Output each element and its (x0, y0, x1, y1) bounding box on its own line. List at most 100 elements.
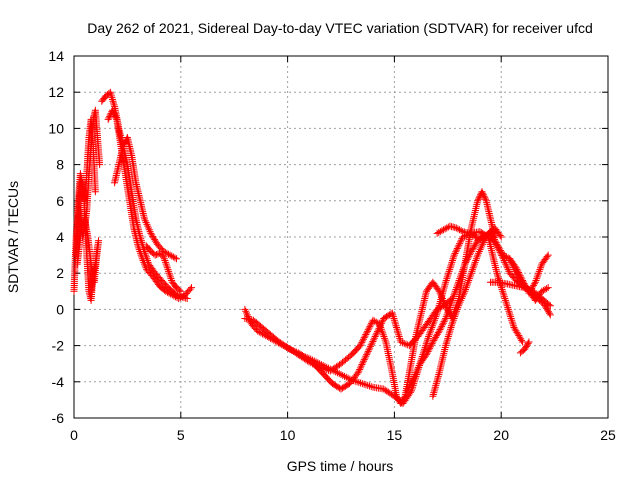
data-point (496, 231, 504, 239)
data-point (186, 285, 194, 293)
data-point (337, 385, 345, 393)
data-point (521, 345, 529, 353)
data-point (511, 266, 519, 274)
data-point (444, 307, 452, 315)
data-point (359, 337, 367, 345)
data-point (457, 227, 465, 235)
data-point (381, 336, 389, 344)
data-point (384, 312, 392, 320)
data-point (447, 300, 455, 308)
data-point (451, 287, 459, 295)
data-point (360, 357, 368, 365)
data-point (459, 266, 467, 274)
data-point (448, 322, 456, 330)
data-point (344, 374, 352, 382)
data-point (508, 316, 516, 324)
data-point (339, 371, 347, 379)
data-point (454, 302, 462, 310)
data-point (449, 318, 457, 326)
data-point (476, 236, 484, 244)
data-point (328, 366, 336, 374)
data-point (391, 320, 399, 328)
data-point (493, 271, 501, 279)
data-point (395, 333, 403, 341)
data-point (466, 251, 474, 259)
data-point (167, 290, 175, 298)
data-point (465, 229, 473, 237)
data-point (323, 363, 331, 371)
data-point (441, 280, 449, 288)
data-point (364, 326, 372, 334)
data-point (451, 249, 459, 257)
data-point (163, 249, 171, 257)
data-point (504, 266, 512, 274)
data-point (446, 302, 454, 310)
data-point (366, 344, 374, 352)
data-point (379, 331, 387, 339)
data-point (447, 324, 455, 331)
data-point (362, 331, 370, 339)
data-point (175, 295, 183, 303)
data-point (383, 313, 391, 321)
data-point (546, 311, 554, 319)
data-point (105, 114, 113, 122)
data-point (472, 255, 480, 263)
data-point (136, 247, 144, 255)
series-arc16 (506, 255, 552, 304)
data-point (326, 365, 334, 373)
data-point (504, 304, 512, 312)
data-point (316, 360, 324, 368)
data-point (503, 262, 511, 270)
data-point (438, 322, 446, 330)
data-point (361, 332, 369, 340)
data-point (508, 318, 516, 326)
data-point (545, 301, 553, 309)
data-point (442, 314, 450, 322)
data-point (173, 255, 181, 263)
data-point (440, 226, 448, 234)
data-point (150, 234, 158, 242)
data-point (501, 252, 509, 260)
data-point (168, 276, 176, 284)
data-point (404, 341, 412, 349)
data-point (472, 240, 480, 248)
y-tick-label: 6 (56, 193, 64, 209)
data-point (138, 255, 146, 263)
data-point (106, 88, 114, 96)
data-point (497, 233, 505, 241)
data-point (509, 262, 517, 270)
data-point (390, 314, 398, 322)
data-point (145, 226, 153, 234)
data-point (380, 314, 388, 322)
data-point (108, 106, 116, 114)
data-point (452, 224, 460, 232)
data-point (468, 246, 476, 254)
data-point (462, 284, 470, 292)
data-point (176, 294, 184, 302)
data-point (330, 381, 338, 389)
data-point (409, 376, 417, 384)
data-point (535, 269, 543, 277)
data-point (410, 372, 418, 380)
data-point (355, 367, 363, 375)
data-point (396, 334, 404, 342)
data-point (453, 307, 461, 315)
data-point (501, 296, 509, 304)
data-point (471, 258, 479, 266)
data-point (165, 289, 173, 297)
data-point (260, 331, 268, 339)
data-point (472, 233, 480, 241)
data-point (162, 287, 170, 295)
data-point (429, 320, 437, 328)
data-point (460, 289, 468, 297)
data-point (477, 244, 485, 252)
data-point (436, 228, 444, 236)
data-point (349, 377, 357, 385)
data-point (479, 189, 487, 197)
data-point (464, 254, 472, 262)
data-point (525, 338, 533, 346)
data-point (276, 339, 284, 347)
data-point (458, 293, 466, 301)
data-point (476, 246, 484, 254)
data-point (178, 293, 186, 301)
